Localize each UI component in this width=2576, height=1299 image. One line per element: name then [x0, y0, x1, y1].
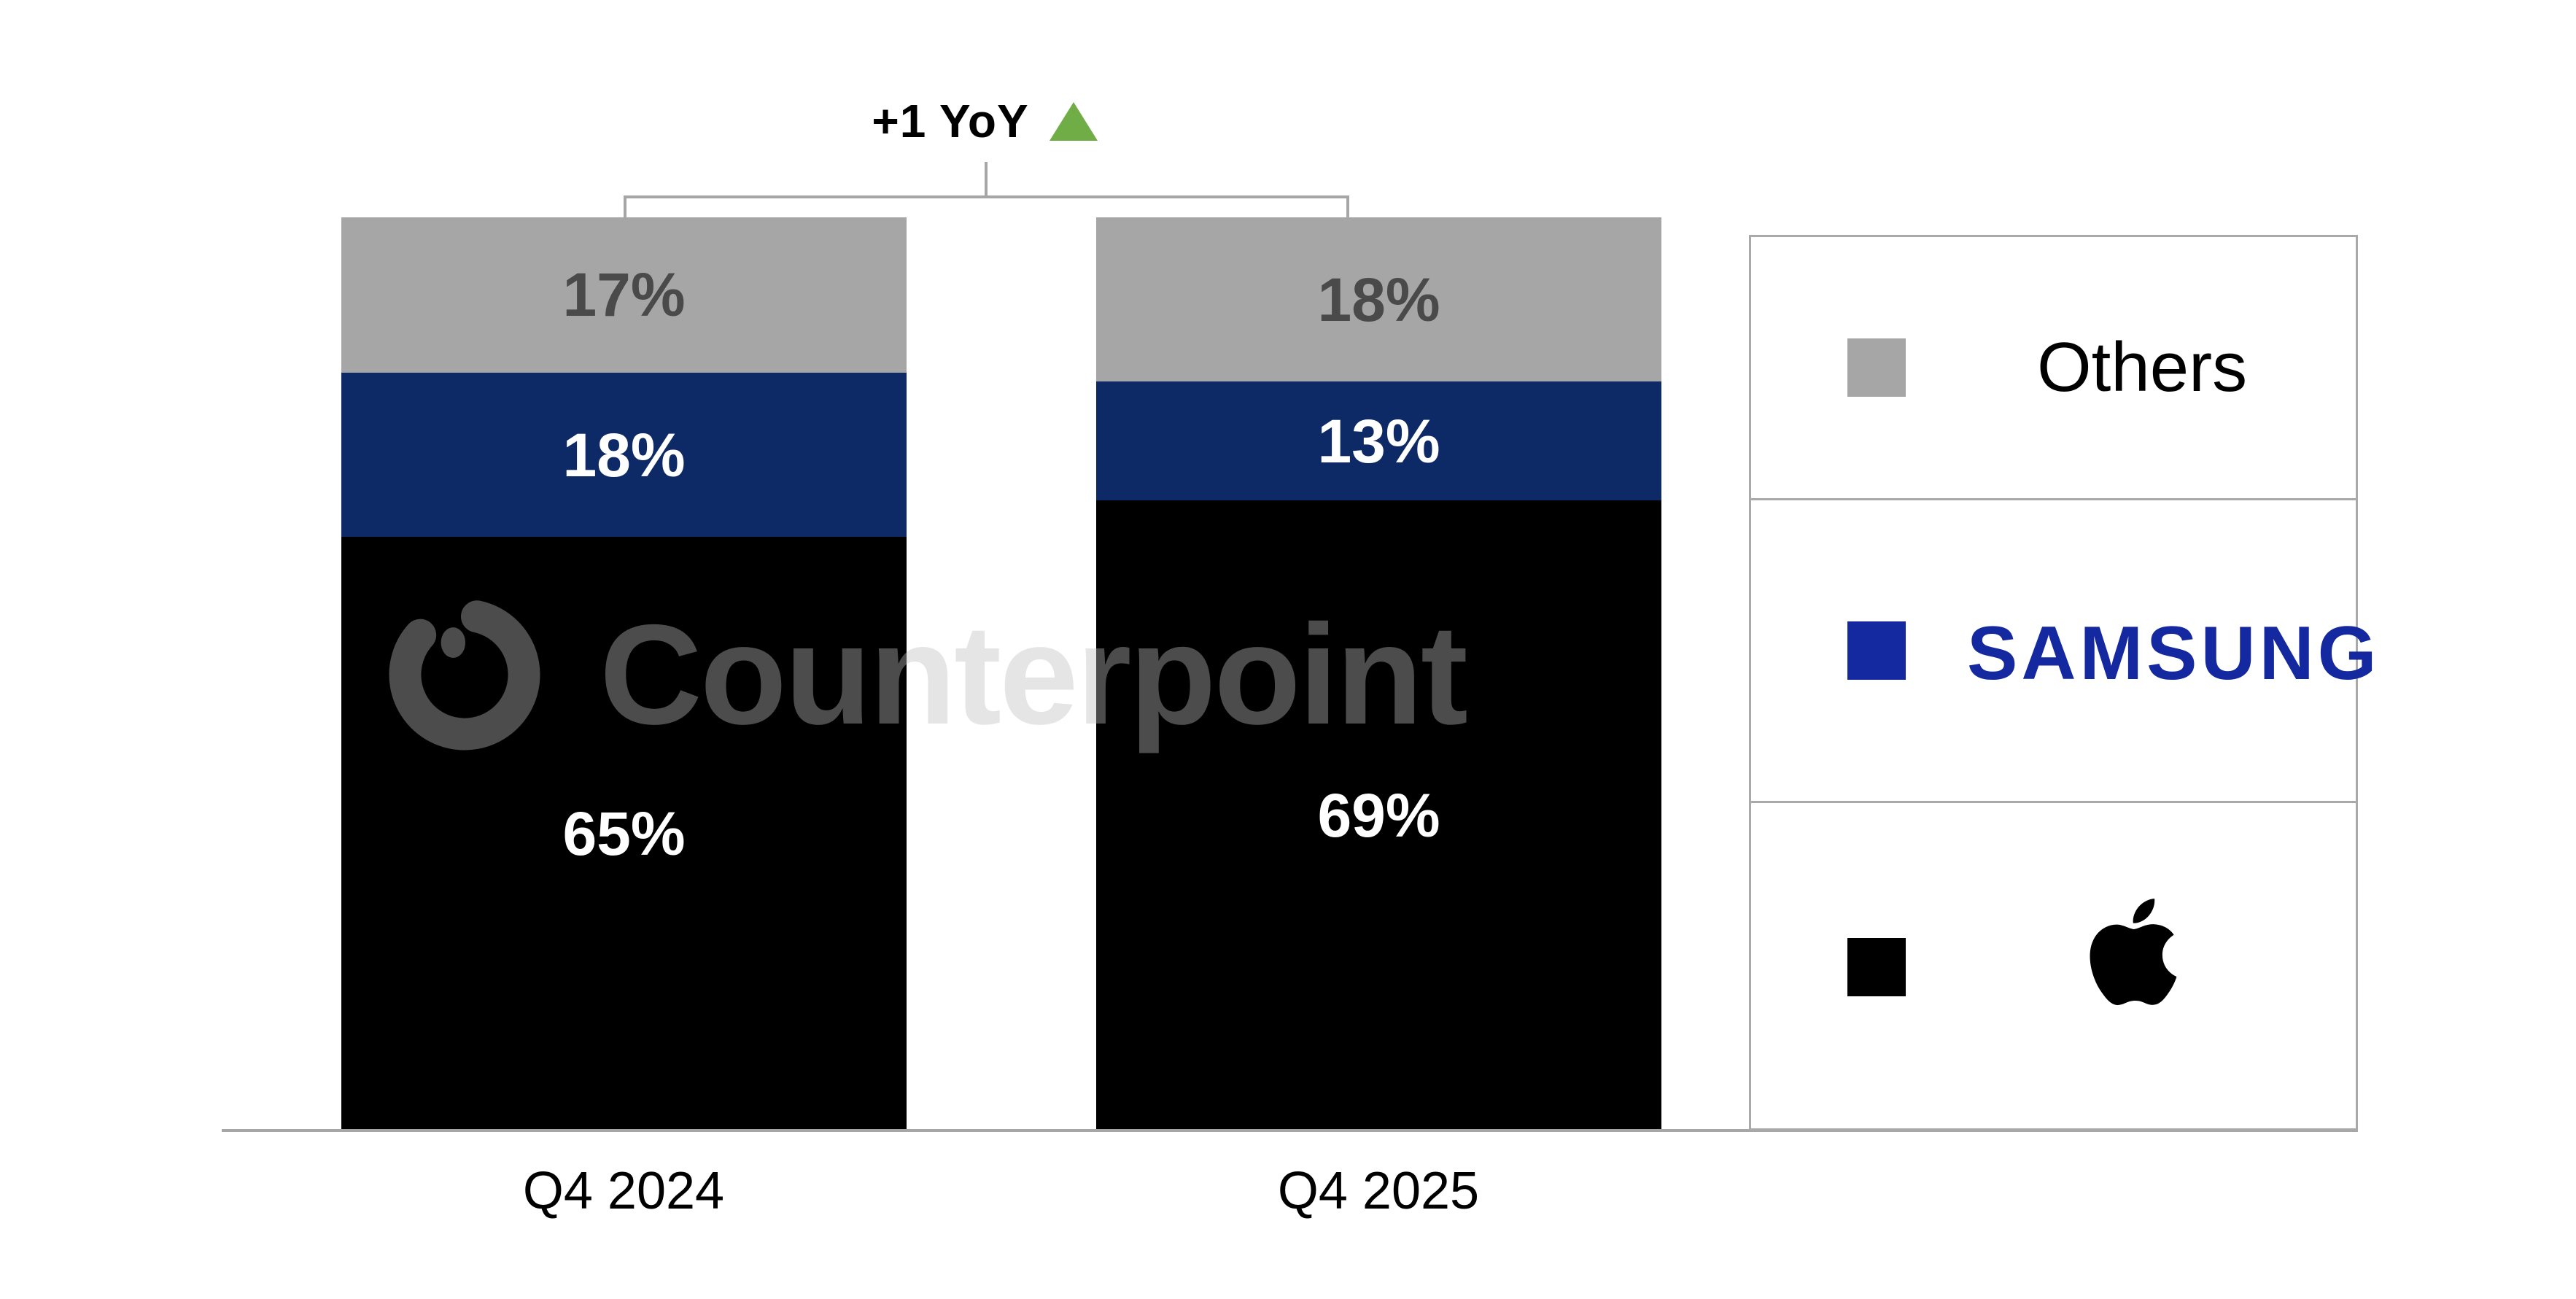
apple-swatch	[1847, 937, 1906, 996]
others-swatch	[1847, 338, 1906, 397]
samsung-swatch	[1847, 621, 1906, 680]
x-axis-line	[222, 1129, 2358, 1132]
increase-triangle-icon	[1049, 101, 1098, 141]
bracket-left-drop	[624, 195, 626, 219]
yoy-label: +1 YoY	[872, 95, 1029, 147]
segment-samsung-q4-2024: 18%	[341, 372, 907, 538]
bracket-horizontal-line	[625, 195, 1349, 198]
segment-value-label: 18%	[562, 420, 686, 489]
legend-item-samsung: SAMSUNG	[1751, 498, 2377, 801]
x-axis-label-q4-2025: Q4 2025	[1277, 1162, 1480, 1220]
stacked-bar-q4-2024: 17% 18% 65%	[341, 217, 907, 1131]
segment-apple-q4-2025: 69%	[1096, 500, 1661, 1131]
segment-others-q4-2024: 17%	[341, 217, 907, 373]
segment-others-q4-2025: 18%	[1096, 217, 1661, 382]
apple-logo-icon	[2090, 899, 2177, 1005]
segment-value-label: 13%	[1317, 406, 1440, 476]
yoy-annotation: +1 YoY	[766, 92, 1203, 150]
legend-item-others: Others	[1751, 237, 2356, 498]
segment-value-label: 17%	[562, 260, 686, 330]
bracket-center-tick	[985, 162, 988, 197]
segment-value-label: 69%	[1317, 781, 1440, 850]
samsung-wordmark: SAMSUNG	[1967, 611, 2381, 697]
segment-samsung-q4-2025: 13%	[1096, 381, 1661, 501]
legend-item-apple	[1751, 801, 2356, 1131]
legend-label-others: Others	[2037, 328, 2248, 406]
segment-apple-q4-2024: 65%	[341, 537, 907, 1131]
bracket-right-drop	[1346, 195, 1349, 219]
segment-value-label: 65%	[562, 799, 686, 869]
x-axis-label-q4-2024: Q4 2024	[522, 1162, 725, 1220]
segment-value-label: 18%	[1317, 265, 1440, 334]
legend: Others SAMSUNG	[1749, 235, 2377, 1131]
stacked-bar-q4-2025: 18% 13% 69%	[1096, 217, 1661, 1131]
